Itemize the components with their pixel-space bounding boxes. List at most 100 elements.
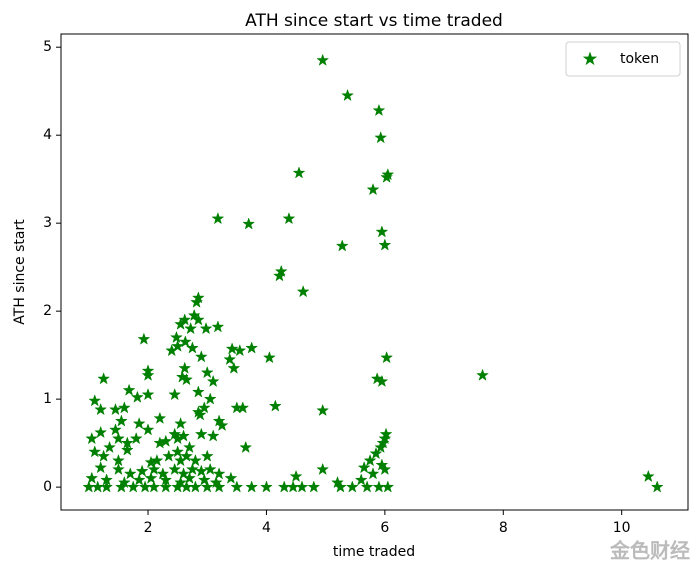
data-point — [88, 445, 102, 458]
data-point — [117, 401, 131, 414]
data-point — [141, 368, 155, 381]
data-point — [212, 480, 226, 493]
data-point — [180, 449, 193, 462]
data-point — [225, 342, 239, 355]
data-point — [147, 462, 161, 475]
data-point — [153, 411, 167, 424]
data-point — [366, 467, 380, 480]
data-point — [174, 417, 188, 430]
data-point — [203, 462, 217, 475]
x-tick-label: 6 — [380, 520, 389, 536]
data-point — [203, 392, 217, 405]
data-point — [262, 351, 276, 364]
data-point — [282, 212, 296, 225]
data-point — [178, 335, 192, 348]
data-point — [168, 462, 182, 475]
data-point — [175, 370, 189, 383]
data-point — [375, 225, 389, 238]
data-point — [375, 374, 389, 388]
data-point — [378, 238, 392, 251]
data-point — [357, 461, 371, 474]
legend-label: token — [620, 51, 659, 67]
data-point — [197, 473, 211, 486]
data-point — [227, 361, 241, 374]
data-point — [111, 462, 125, 475]
data-point — [85, 471, 99, 484]
data-point — [363, 453, 377, 467]
data-point — [289, 469, 303, 483]
y-axis-label: ATH since start — [12, 219, 28, 325]
data-point — [188, 480, 202, 493]
data-point — [165, 343, 179, 357]
data-point — [200, 449, 214, 462]
data-point — [103, 440, 116, 453]
data-point — [380, 170, 394, 183]
legend-box — [565, 41, 681, 77]
data-point — [111, 431, 125, 445]
data-point — [641, 469, 655, 483]
data-point — [242, 217, 256, 230]
data-point — [245, 341, 259, 354]
data-point — [245, 480, 259, 493]
data-point — [316, 403, 330, 417]
data-point — [191, 313, 205, 326]
data-point — [194, 427, 208, 440]
data-point — [295, 480, 309, 493]
data-point — [316, 462, 330, 475]
data-point — [224, 471, 238, 484]
data-point — [199, 321, 213, 335]
x-tick-label: 4 — [262, 520, 271, 536]
data-point — [260, 480, 273, 493]
x-axis-label: time traded — [333, 544, 415, 560]
y-tick-label: 2 — [43, 303, 52, 319]
data-point — [162, 449, 176, 462]
data-point — [144, 471, 158, 484]
data-point — [171, 445, 185, 458]
data-point — [292, 166, 306, 179]
data-point — [132, 473, 146, 486]
data-point — [369, 446, 383, 460]
data-point — [380, 351, 394, 364]
data-point — [129, 431, 143, 445]
data-point — [170, 330, 183, 344]
data-point — [193, 408, 207, 421]
data-point — [211, 320, 225, 333]
data-point — [476, 368, 489, 381]
data-point — [130, 390, 144, 403]
data-point — [334, 480, 347, 493]
data-point — [378, 462, 392, 475]
data-point — [354, 473, 368, 486]
data-point — [194, 350, 208, 363]
data-point — [156, 467, 170, 480]
data-point — [374, 440, 388, 453]
data-point — [372, 103, 386, 117]
data-point — [650, 480, 664, 493]
watermark: 金色财经 — [609, 539, 690, 563]
data-point — [186, 462, 199, 475]
data-point — [200, 480, 214, 493]
y-tick-label: 1 — [43, 391, 52, 407]
y-tick-label: 3 — [43, 215, 52, 231]
data-point — [277, 480, 291, 493]
data-point — [114, 414, 128, 427]
data-point — [94, 461, 108, 474]
x-tick-label: 2 — [144, 520, 153, 536]
data-point — [366, 182, 380, 196]
data-point — [120, 443, 134, 456]
data-point — [335, 239, 349, 252]
data-point — [150, 453, 164, 467]
data-point — [126, 480, 140, 493]
y-tick-label: 4 — [43, 127, 52, 143]
plot-frame — [60, 33, 689, 511]
data-point — [141, 387, 155, 401]
data-point — [183, 440, 196, 453]
data-point — [137, 332, 151, 345]
data-point — [194, 464, 208, 477]
data-point — [197, 401, 211, 414]
data-point — [212, 467, 226, 480]
data-point — [239, 440, 253, 453]
data-point — [97, 449, 111, 462]
data-point — [206, 374, 220, 388]
data-point — [190, 295, 204, 308]
